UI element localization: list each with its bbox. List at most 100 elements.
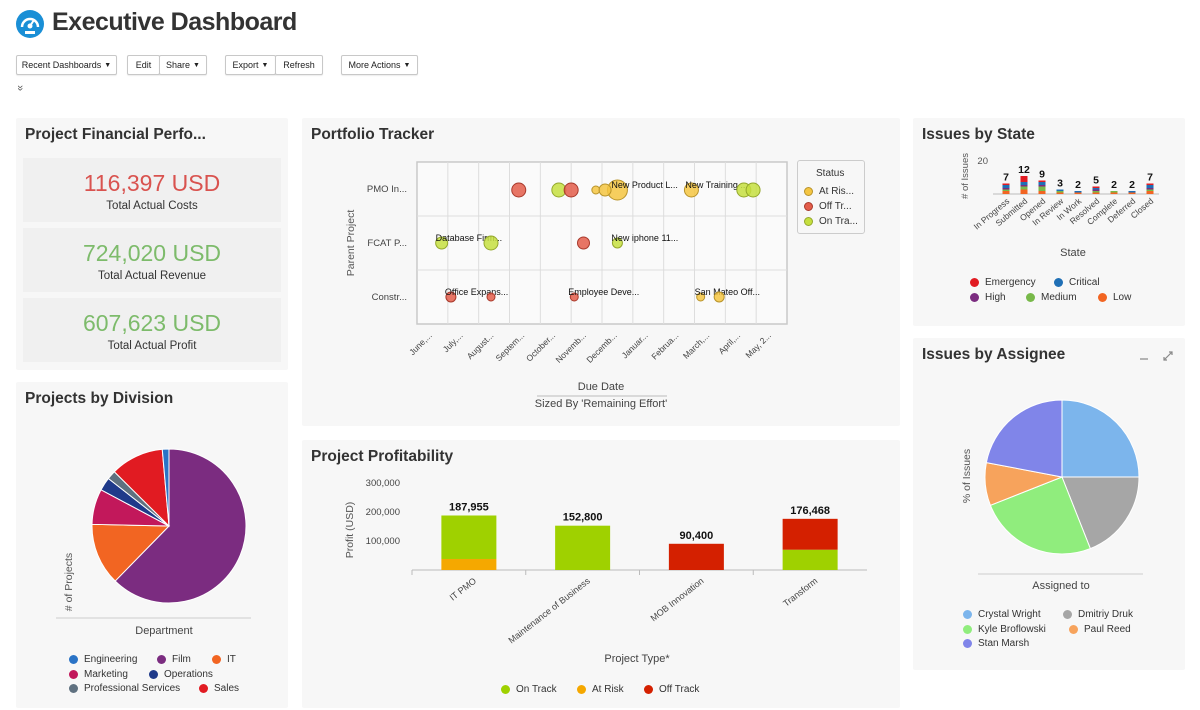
legend-item[interactable]: Operations bbox=[149, 669, 213, 680]
bar-segment[interactable] bbox=[1020, 186, 1028, 190]
bar-segment[interactable] bbox=[1092, 188, 1100, 190]
legend-item[interactable]: Engineering bbox=[69, 654, 137, 665]
bar-segment[interactable] bbox=[1074, 191, 1082, 193]
bar-segment[interactable] bbox=[1092, 191, 1100, 193]
pie-slice[interactable] bbox=[161, 448, 170, 527]
bar-segment[interactable] bbox=[441, 515, 497, 559]
bar-segment[interactable] bbox=[1038, 186, 1046, 192]
bar-segment[interactable] bbox=[1002, 189, 1010, 192]
portfolio-scatter-chart: Parent Project Due Date Sized By 'Remain… bbox=[345, 161, 788, 410]
bar-segment[interactable] bbox=[1038, 185, 1046, 187]
legend-item[interactable]: Emergency bbox=[970, 277, 1036, 288]
legend-item[interactable]: Professional Services bbox=[69, 683, 180, 694]
legend-item[interactable]: Off Tr... bbox=[804, 201, 852, 212]
bar-segment[interactable] bbox=[1038, 191, 1046, 194]
bar-segment[interactable] bbox=[1146, 185, 1154, 188]
data-point[interactable] bbox=[435, 236, 449, 250]
export-button[interactable]: Export ▼ bbox=[225, 55, 276, 75]
legend-item[interactable]: Stan Marsh bbox=[963, 638, 1029, 649]
data-point[interactable] bbox=[445, 291, 457, 303]
bar-segment[interactable] bbox=[1056, 189, 1064, 192]
bar-segment[interactable] bbox=[1110, 191, 1118, 193]
bar-segment[interactable] bbox=[1146, 191, 1154, 194]
recent-dashboards-button[interactable]: Recent Dashboards ▼ bbox=[16, 55, 117, 75]
pie-slice[interactable] bbox=[1061, 399, 1140, 478]
data-point[interactable] bbox=[563, 182, 579, 198]
bar-segment[interactable] bbox=[1092, 186, 1100, 189]
bar-segment[interactable] bbox=[1092, 189, 1100, 192]
bar-segment[interactable] bbox=[555, 525, 611, 570]
minimize-icon[interactable] bbox=[1139, 348, 1149, 360]
legend-item[interactable]: Film bbox=[157, 654, 191, 665]
bar-segment[interactable] bbox=[1002, 191, 1010, 194]
data-point[interactable] bbox=[713, 291, 725, 303]
data-point[interactable] bbox=[683, 182, 699, 198]
bar-segment[interactable] bbox=[1020, 185, 1028, 187]
bar-segment[interactable] bbox=[1128, 191, 1136, 193]
legend-item[interactable]: Crystal Wright bbox=[963, 609, 1041, 620]
legend-item[interactable]: Off Track bbox=[644, 684, 699, 695]
bar-segment[interactable] bbox=[1002, 188, 1010, 190]
bar-segment[interactable] bbox=[1146, 189, 1154, 192]
legend-item[interactable]: Critical bbox=[1054, 277, 1100, 288]
refresh-button[interactable]: Refresh bbox=[275, 55, 323, 75]
pie-slice[interactable] bbox=[989, 476, 1091, 555]
legend-label: Film bbox=[172, 654, 191, 665]
legend-item[interactable]: Low bbox=[1098, 292, 1131, 303]
bar-segment[interactable] bbox=[1020, 182, 1028, 185]
data-point[interactable] bbox=[598, 183, 612, 197]
data-point[interactable] bbox=[745, 182, 761, 198]
bar-segment[interactable] bbox=[1128, 192, 1136, 195]
legend-item[interactable]: Kyle Broflowski bbox=[963, 624, 1046, 635]
bar-segment[interactable] bbox=[1110, 192, 1118, 195]
legend-item[interactable]: Paul Reed bbox=[1069, 624, 1131, 635]
pie-slice[interactable] bbox=[91, 523, 171, 582]
pie-slice[interactable] bbox=[1061, 476, 1140, 550]
edit-button[interactable]: Edit bbox=[127, 55, 160, 75]
data-point[interactable] bbox=[486, 292, 496, 302]
bar-segment[interactable] bbox=[1002, 185, 1010, 188]
bar-segment[interactable] bbox=[1020, 176, 1028, 182]
data-point[interactable] bbox=[483, 235, 499, 251]
y-tick-label: PMO In... bbox=[367, 184, 407, 195]
bar-total-label: 2 bbox=[1111, 179, 1117, 191]
bar-segment[interactable] bbox=[1074, 192, 1082, 195]
bar-segment[interactable] bbox=[1146, 183, 1154, 186]
bar-segment[interactable] bbox=[782, 549, 838, 570]
bar-segment[interactable] bbox=[1038, 182, 1046, 185]
expand-icon[interactable] bbox=[1163, 348, 1173, 361]
legend-item[interactable]: On Tra... bbox=[804, 216, 858, 227]
expand-toolbar-icon[interactable]: » bbox=[14, 84, 27, 92]
legend-item[interactable]: At Ris... bbox=[804, 186, 854, 197]
legend-item[interactable]: Marketing bbox=[69, 669, 128, 680]
bar-segment[interactable] bbox=[1002, 183, 1010, 186]
bar-segment[interactable] bbox=[1056, 192, 1064, 195]
data-point[interactable] bbox=[577, 236, 590, 250]
bar-segment[interactable] bbox=[1146, 188, 1154, 190]
legend-item[interactable]: Medium bbox=[1026, 292, 1077, 303]
legend-item[interactable]: Sales bbox=[199, 683, 239, 694]
legend-item[interactable]: On Track bbox=[501, 684, 557, 695]
data-point[interactable] bbox=[511, 182, 527, 198]
data-point[interactable] bbox=[696, 292, 706, 302]
bar-segment[interactable] bbox=[1020, 189, 1028, 195]
share-button[interactable]: Share ▼ bbox=[159, 55, 207, 75]
bar-segment[interactable] bbox=[1092, 192, 1100, 195]
legend-label: Engineering bbox=[84, 654, 138, 665]
bar-segment[interactable] bbox=[1056, 191, 1064, 193]
legend-item[interactable]: High bbox=[970, 292, 1006, 303]
legend-item[interactable]: IT bbox=[212, 654, 236, 665]
bar-segment[interactable] bbox=[441, 558, 497, 570]
bar-total-label: 9 bbox=[1039, 169, 1045, 181]
pie-slice[interactable] bbox=[985, 399, 1063, 478]
data-point[interactable] bbox=[611, 237, 623, 249]
bar-segment[interactable] bbox=[782, 518, 838, 550]
pie-slice[interactable] bbox=[114, 448, 247, 604]
bar-segment[interactable] bbox=[668, 543, 724, 570]
data-point[interactable] bbox=[569, 292, 579, 302]
legend-item[interactable]: Dmitriy Druk bbox=[1063, 609, 1133, 620]
bar-segment[interactable] bbox=[1038, 180, 1046, 183]
bar-total-label: 176,468 bbox=[790, 505, 830, 517]
more-actions-button[interactable]: More Actions ▼ bbox=[341, 55, 418, 75]
legend-item[interactable]: At Risk bbox=[577, 684, 624, 695]
